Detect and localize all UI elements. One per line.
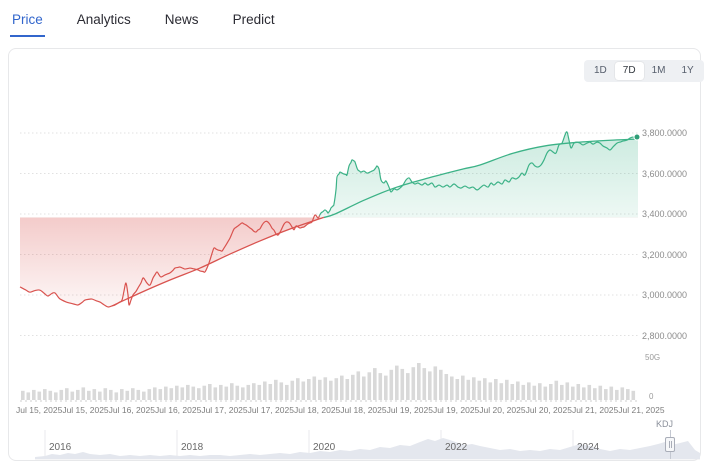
navigator-handle[interactable] — [665, 437, 675, 452]
navigator-year-label: 2022 — [445, 442, 468, 453]
range-1m-button[interactable]: 1M — [644, 62, 674, 80]
x-axis-tick: Jul 19, 2025 — [432, 405, 480, 415]
x-axis-tick: Jul 18, 2025 — [340, 405, 387, 415]
navigator-year-label: 2018 — [181, 442, 204, 453]
tab-news[interactable]: News — [164, 12, 199, 27]
x-axis-tick: Jul 15, 2025 — [16, 405, 63, 415]
y-axis-tick: 3,200.0000 — [642, 249, 688, 260]
x-axis-tick: Jul 20, 2025 — [479, 405, 526, 415]
x-axis-labels: Jul 15, 2025 Jul 15, 2025 Jul 16, 2025 Jul … — [16, 405, 665, 415]
x-axis-tick: Jul 17, 2025 — [247, 405, 294, 415]
x-axis-tick: Jul 21, 2025 — [571, 405, 619, 415]
navigator-year-label: 2016 — [49, 442, 72, 453]
tab-price[interactable]: Price — [10, 8, 45, 37]
y-axis-tick: 3,800.0000 — [642, 128, 688, 138]
volume-axis-tick: 0 — [649, 392, 654, 401]
x-axis-tick: Jul 21, 2025 — [618, 405, 665, 415]
x-axis-tick: Jul 16, 2025 — [154, 405, 202, 415]
y-axis-tick: 3,000.0000 — [642, 290, 688, 300]
x-axis-tick: Jul 19, 2025 — [386, 405, 433, 415]
x-axis-tick: Jul 18, 2025 — [293, 405, 341, 415]
x-axis-tick: Jul 16, 2025 — [108, 405, 155, 415]
range-1d-button[interactable]: 1D — [586, 62, 615, 80]
chart-card — [8, 48, 701, 461]
kdj-indicator-label: KDJ — [656, 419, 674, 429]
y-axis-tick: 3,600.0000 — [642, 168, 688, 179]
range-1y-button[interactable]: 1Y — [674, 62, 702, 80]
x-axis-tick: Jul 20, 2025 — [525, 405, 572, 415]
tab-predict[interactable]: Predict — [232, 12, 275, 27]
navigator-year-label: 2020 — [313, 442, 336, 453]
x-axis-tick: Jul 15, 2025 — [62, 405, 109, 415]
y-axis-tick: 3,400.0000 — [642, 209, 688, 219]
range-selector: 1D 7D 1M 1Y — [584, 60, 704, 82]
tab-analytics[interactable]: Analytics — [76, 12, 131, 27]
navigator-track[interactable] — [30, 430, 702, 460]
navigator-year-label: 2024 — [577, 442, 600, 453]
range-7d-button[interactable]: 7D — [614, 62, 644, 80]
x-axis-tick: Jul 17, 2025 — [201, 405, 248, 415]
y-axis-tick: 2,800.0000 — [642, 330, 688, 341]
volume-axis-tick: 50G — [645, 353, 661, 362]
tab-bar: Price Analytics News Predict — [10, 8, 277, 37]
